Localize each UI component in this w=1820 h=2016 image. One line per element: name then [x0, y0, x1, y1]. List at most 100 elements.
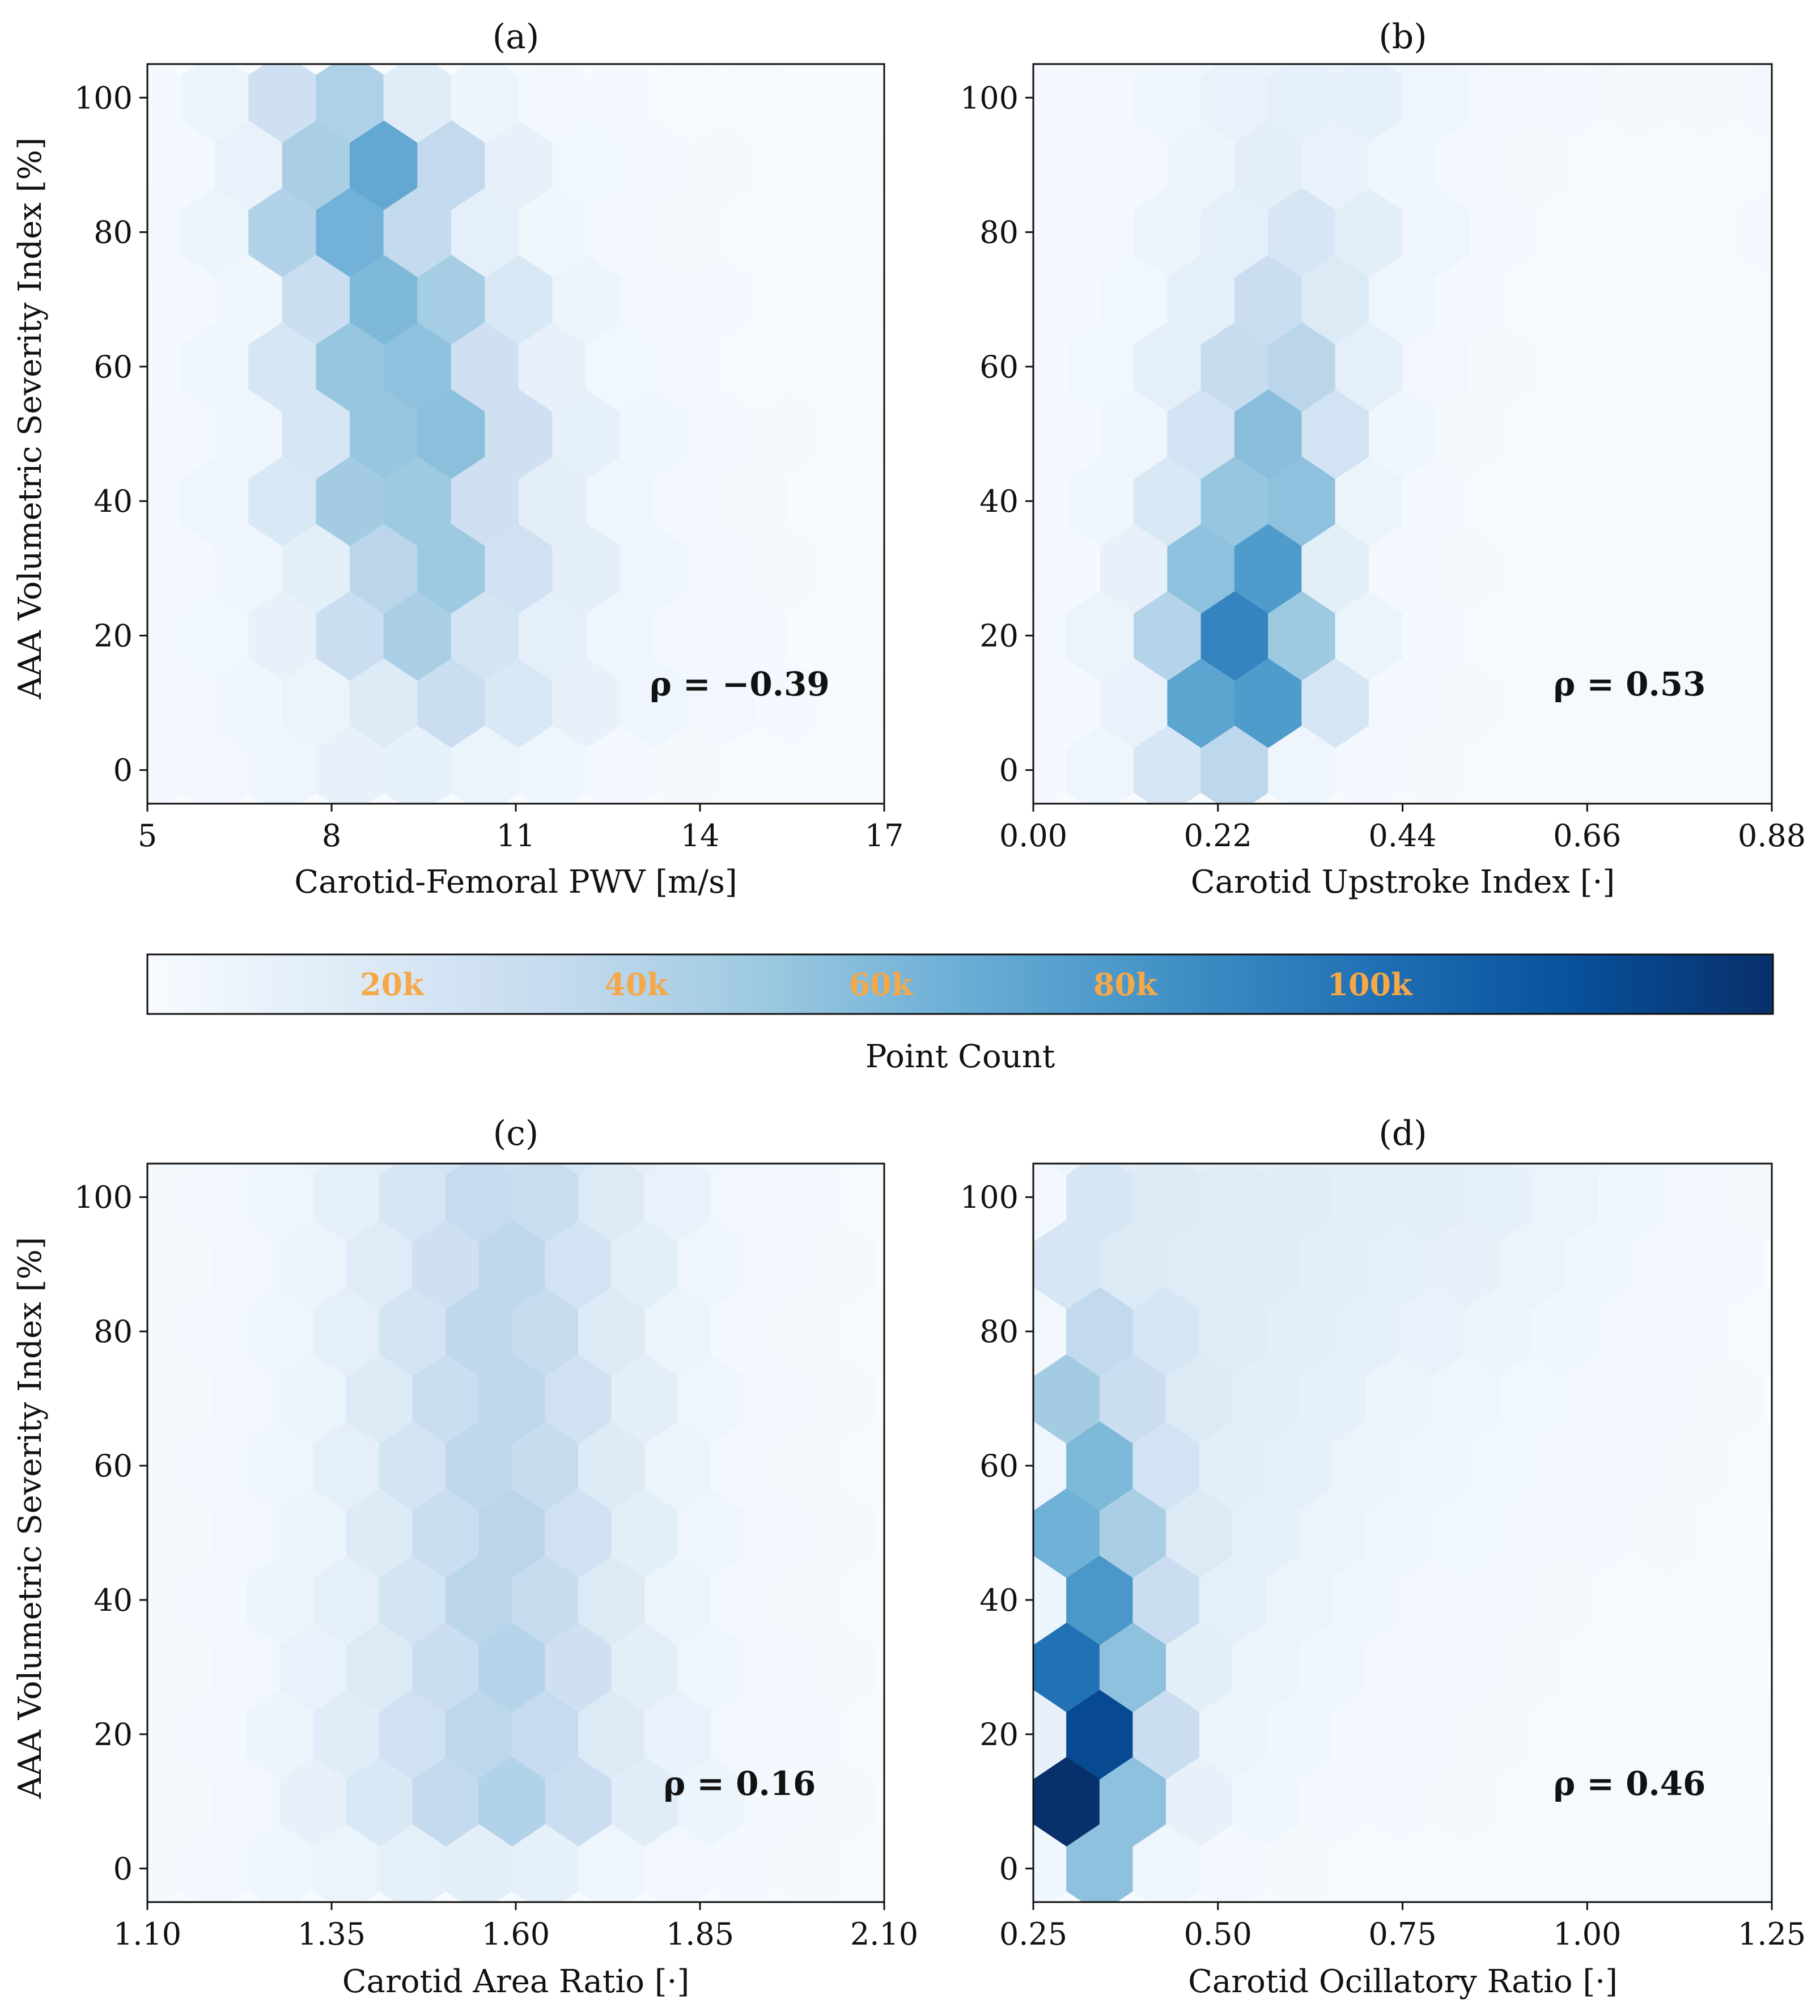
hexbin-cell: [380, 1018, 446, 1107]
hexbin-cell: [1269, 0, 1335, 8]
hexbin-cell: [230, 1164, 264, 1175]
hexbin-cell: [627, 1164, 662, 1175]
hexbin-cell: [1598, 1018, 1665, 1107]
hexbin-cell: [1514, 1164, 1549, 1175]
hexbin-cell: [163, 1164, 198, 1175]
colorbar-tick-label: 80k: [1093, 966, 1158, 1003]
y-tick-label: 100: [960, 80, 1019, 116]
hexbin-cell: [1470, 0, 1537, 8]
hexbin-cell: [1452, 64, 1487, 76]
colorbar-tick-label: 100k: [1327, 966, 1413, 1003]
hexbin-cell: [1448, 1164, 1483, 1175]
x-tick-label: 0.66: [1553, 818, 1621, 854]
y-tick-label: 60: [979, 1448, 1019, 1484]
hexbin-cell: [446, 1018, 512, 1107]
hexbin-cell: [711, 1018, 778, 1107]
panel-c: (c) Carotid Area Ratio [·] AAA Volumetri…: [12, 1018, 918, 2000]
hexbin-cell: [1067, 0, 1134, 8]
x-tick-label: 5: [138, 818, 157, 854]
hexbin-cell: [1117, 64, 1152, 76]
hexbin-cell: [1653, 64, 1689, 76]
hexbin-cell: [822, 254, 884, 345]
hexbin-cell: [694, 1164, 728, 1175]
hexbin-layer: [1033, 0, 1772, 804]
y-tick-label: 0: [113, 753, 133, 788]
hexbin-cell: [296, 1164, 330, 1175]
y-tick-label: 20: [979, 618, 1019, 653]
y-tick-label: 40: [94, 483, 133, 519]
x-tick-label: 11: [497, 818, 536, 854]
correlation-annotation: ρ = 0.46: [1554, 1764, 1706, 1803]
colorbar: Point Count 20k 40k 60k 80k 100k: [146, 953, 1774, 1075]
y-tick-label: 20: [94, 1717, 133, 1752]
hexbin-cell: [1586, 64, 1622, 76]
hexbin-cell: [1671, 0, 1738, 8]
hexbin-cell: [579, 1018, 645, 1107]
x-axis-label: Carotid-Femoral PWV [m/s]: [294, 864, 737, 901]
y-tick-label: 80: [94, 1314, 133, 1349]
panel-a: (a) Carotid-Femoral PWV [m/s] AAA Volume…: [12, 17, 903, 901]
y-tick-label: 60: [979, 349, 1019, 385]
y-axis-label: AAA Volumetric Severity Index [%]: [12, 137, 49, 699]
panel-title: (c): [493, 1114, 538, 1153]
x-tick-label: 0.25: [999, 1916, 1067, 1952]
hexbin-cell: [247, 1018, 313, 1107]
hexbin-cell: [1714, 1164, 1749, 1175]
y-tick-label: 100: [960, 1179, 1019, 1215]
hexbin-cell: [1318, 64, 1353, 76]
x-tick-label: 0.50: [1184, 1916, 1252, 1952]
hexbin-cell: [561, 1164, 596, 1175]
x-tick-label: 8: [322, 818, 341, 854]
x-tick-label: 1.35: [298, 1916, 366, 1952]
hexbin-cell: [822, 120, 884, 210]
hexbin-cell: [822, 657, 884, 748]
colorbar-gradient: [146, 953, 1774, 1015]
y-tick-label: 80: [979, 1314, 1019, 1349]
hexbin-cell: [1665, 1018, 1731, 1107]
hexbin-cell: [1049, 1164, 1084, 1175]
hexbin-cell: [495, 1164, 529, 1175]
colorbar-tick-label: 60k: [849, 966, 914, 1003]
hexbin-cell: [822, 388, 884, 479]
hexbin-cell: [1721, 64, 1756, 76]
hexbin-cell: [1581, 1164, 1615, 1175]
hexbin-layer: [147, 64, 884, 804]
hexbin-cell: [1465, 1018, 1531, 1107]
hexbin-cell: [1134, 0, 1201, 8]
y-tick-label: 60: [94, 349, 133, 385]
hexbin-cell: [1199, 1018, 1266, 1107]
y-tick-label: 20: [94, 618, 133, 653]
x-axis-label: Carotid Area Ratio [·]: [342, 1963, 690, 2000]
colorbar-tick-label: 40k: [604, 966, 669, 1003]
hexbin-cell: [826, 1164, 861, 1175]
x-tick-label: 1.25: [1738, 1916, 1806, 1952]
hexbin-cell: [1266, 1018, 1332, 1107]
x-axis-label: Carotid Upstroke Index [·]: [1191, 864, 1615, 901]
hexbin-cell: [1399, 1018, 1465, 1107]
hexbin-cell: [1133, 1018, 1199, 1107]
x-tick-label: 14: [681, 818, 720, 854]
x-tick-label: 0.88: [1738, 818, 1806, 854]
x-tick-label: 17: [865, 818, 904, 854]
hexbin-cell: [760, 1164, 795, 1175]
y-tick-label: 80: [94, 215, 133, 251]
hexbin-cell: [822, 523, 884, 614]
hexbin-cell: [1335, 0, 1403, 8]
hexbin-cell: [1067, 1018, 1133, 1107]
x-tick-label: 1.60: [482, 1916, 550, 1952]
y-axis-label: AAA Volumetric Severity Index [%]: [12, 1237, 49, 1799]
x-tick-label: 0.00: [999, 818, 1067, 854]
x-tick-label: 0.22: [1184, 818, 1252, 854]
hexbin-cell: [645, 1018, 711, 1107]
hexbin-cell: [1381, 1164, 1416, 1175]
hexbin-cell: [313, 1018, 380, 1107]
y-tick-label: 40: [979, 1582, 1019, 1618]
y-tick-label: 40: [979, 483, 1019, 519]
x-tick-label: 0.75: [1368, 1916, 1436, 1952]
y-tick-label: 40: [94, 1582, 133, 1618]
y-tick-label: 100: [74, 1179, 133, 1215]
hexbin-cell: [429, 1164, 463, 1175]
hexbin-cell: [1519, 64, 1554, 76]
correlation-annotation: ρ = 0.53: [1554, 665, 1706, 703]
